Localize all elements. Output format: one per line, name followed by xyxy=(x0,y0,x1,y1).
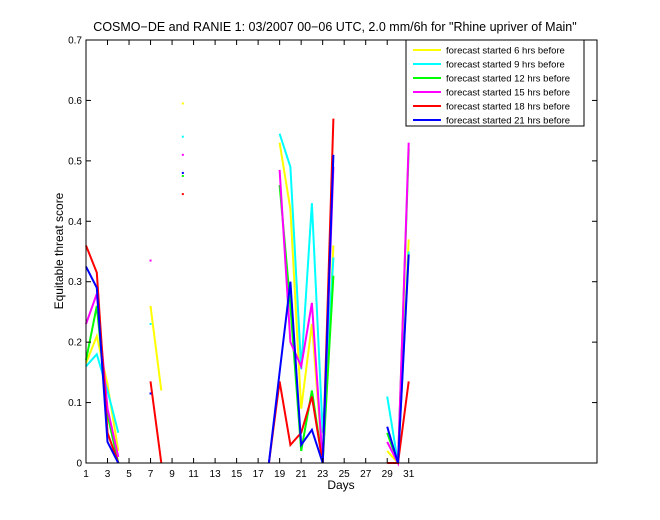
x-tick-label: 27 xyxy=(360,469,372,480)
series-line xyxy=(386,254,410,464)
series-line xyxy=(149,381,163,464)
series-line xyxy=(267,154,335,464)
series-line xyxy=(386,239,410,466)
x-axis-label: Days xyxy=(327,478,354,492)
legend-label: forecast started 15 hrs before xyxy=(446,88,570,99)
series-4 xyxy=(85,142,410,467)
y-tick-label: 0.6 xyxy=(68,96,82,107)
chart-title: COSMO−DE and RANIE 1: 03/2007 00−06 UTC,… xyxy=(93,20,576,34)
series-line xyxy=(85,266,120,464)
x-tick-label: 31 xyxy=(403,469,415,480)
x-tick-label: 25 xyxy=(339,469,351,480)
data-point xyxy=(181,135,184,138)
x-tick-label: 13 xyxy=(210,469,222,480)
data-point xyxy=(149,259,152,262)
series-line xyxy=(386,251,410,464)
data-point xyxy=(149,323,152,326)
x-tick-label: 5 xyxy=(126,469,132,480)
y-tick-label: 0.3 xyxy=(68,277,82,288)
x-tick-label: 11 xyxy=(188,469,199,480)
data-point xyxy=(149,392,152,395)
x-tick-label: 1 xyxy=(83,469,89,480)
y-tick-label: 0 xyxy=(76,459,82,470)
y-axis-label: Equitable threat score xyxy=(52,192,66,309)
legend: forecast started 6 hrs before forecast st… xyxy=(405,39,585,127)
series-5 xyxy=(85,118,410,464)
y-axis: 0 0.1 0.2 0.3 0.4 0.5 0.6 0.7 xyxy=(68,36,597,470)
x-tick-label: 15 xyxy=(231,469,243,480)
legend-label: forecast started 9 hrs before xyxy=(446,60,565,71)
series-layer xyxy=(85,102,410,467)
x-tick-label: 17 xyxy=(253,469,265,480)
data-point xyxy=(181,193,184,196)
x-tick-label: 9 xyxy=(169,469,175,480)
data-point xyxy=(181,174,184,177)
series-line xyxy=(278,184,335,464)
x-tick-label: 21 xyxy=(296,469,308,480)
x-tick-label: 23 xyxy=(317,469,329,480)
y-tick-label: 0.1 xyxy=(68,398,82,409)
x-axis: 1 3 5 7 9 11 13 15 17 19 21 23 25 27 29 31 xyxy=(83,40,415,480)
data-point xyxy=(181,102,184,105)
series-2 xyxy=(85,133,410,464)
series-3 xyxy=(85,148,410,464)
y-tick-label: 0.7 xyxy=(68,36,82,47)
data-point xyxy=(181,153,184,156)
x-tick-label: 3 xyxy=(105,469,111,480)
legend-label: forecast started 18 hrs before xyxy=(446,102,570,113)
x-tick-label: 29 xyxy=(382,469,394,480)
series-6 xyxy=(85,154,410,464)
legend-label: forecast started 12 hrs before xyxy=(446,74,570,85)
legend-label: forecast started 21 hrs before xyxy=(446,116,570,127)
x-tick-label: 19 xyxy=(274,469,286,480)
data-point xyxy=(181,171,184,174)
series-1 xyxy=(85,102,410,466)
legend-box xyxy=(405,39,585,127)
legend-label: forecast started 6 hrs before xyxy=(446,46,565,57)
y-tick-label: 0.2 xyxy=(68,338,82,349)
series-line xyxy=(149,305,163,391)
x-tick-label: 7 xyxy=(148,469,154,480)
y-tick-label: 0.4 xyxy=(68,217,82,228)
plot-area-frame xyxy=(85,39,598,464)
y-tick-label: 0.5 xyxy=(68,156,82,167)
